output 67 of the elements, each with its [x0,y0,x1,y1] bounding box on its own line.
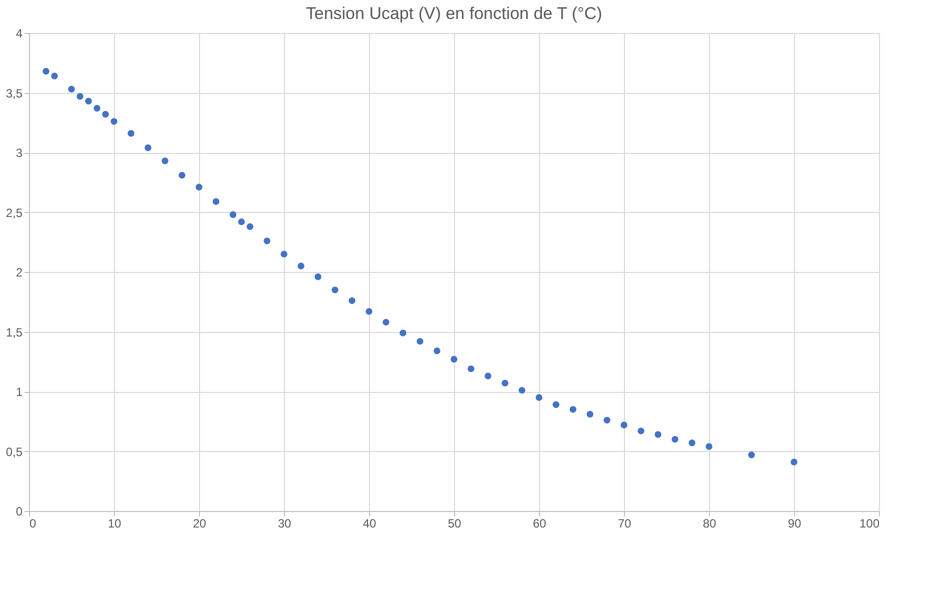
point [230,211,236,218]
x-tick-label: 90 [788,516,802,530]
point [144,144,152,152]
point [162,158,168,164]
point [298,262,304,270]
point [790,458,798,466]
point [672,436,678,443]
point [502,380,508,386]
x-tick-label: 40 [362,516,376,530]
point [434,348,440,354]
point [102,110,109,118]
point [706,443,712,450]
point [552,401,560,408]
point [178,172,186,179]
point [604,416,610,424]
point [748,451,755,458]
y-tick-label: 3 [16,146,23,160]
point [110,118,118,125]
point [484,372,492,380]
x-tick-label: 70 [618,516,632,530]
chart-title: Tension Ucapt (V) en fonction de T (°C) [306,4,602,23]
point [128,130,134,137]
point [450,356,458,363]
x-tick-label: 100 [859,516,880,530]
point [468,365,474,372]
point [570,406,576,413]
y-tick-label: 2,5 [6,206,23,220]
point [332,286,338,294]
y-tick-label: 3,5 [6,86,23,100]
point [246,223,254,230]
point [620,422,628,428]
y-tick-label: 4 [16,26,23,40]
point [688,440,696,446]
x-tick-label: 0 [30,516,36,530]
point [212,198,220,205]
y-tick-label: 2 [16,266,23,280]
point [586,410,594,418]
y-tick-label: 0,5 [6,444,23,459]
point [536,394,542,401]
y-tick-label: 1 [16,385,23,399]
x-tick-label: 20 [192,516,206,530]
point [196,184,202,190]
point [85,98,92,104]
x-tick-label: 60 [532,516,546,530]
point [280,250,288,258]
x-tick-label: 50 [448,516,462,530]
point [638,428,644,434]
point [518,386,526,394]
y-tick-label: 0 [16,504,23,518]
point [238,218,245,226]
point [42,68,50,75]
point [416,338,424,345]
point [654,431,662,438]
point [348,297,356,304]
point [76,92,84,100]
x-tick-label: 30 [278,516,292,530]
point [94,104,100,112]
y-tick-label: 1,5 [6,325,23,340]
point [314,273,322,280]
point [51,72,58,80]
point [68,86,75,93]
point [382,318,390,326]
point [366,308,372,315]
point [400,330,406,336]
x-tick-label: 80 [702,516,716,530]
point [264,238,270,244]
x-tick-label: 10 [108,516,122,530]
